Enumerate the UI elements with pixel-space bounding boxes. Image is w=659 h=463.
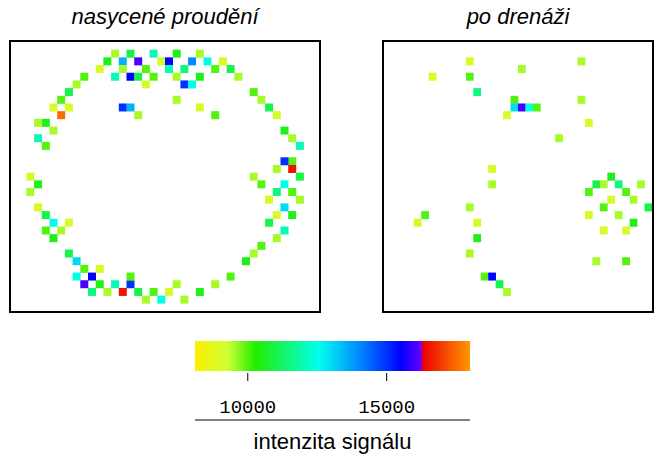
- svg-text:15000: 15000: [358, 397, 415, 419]
- svg-text:10000: 10000: [219, 397, 276, 419]
- svg-text:intenzita signálu: intenzita signálu: [254, 429, 412, 454]
- html-text:po drenáži: po drenáži: [466, 4, 570, 29]
- html-text:nasycené proudění: nasycené proudění: [71, 4, 259, 29]
